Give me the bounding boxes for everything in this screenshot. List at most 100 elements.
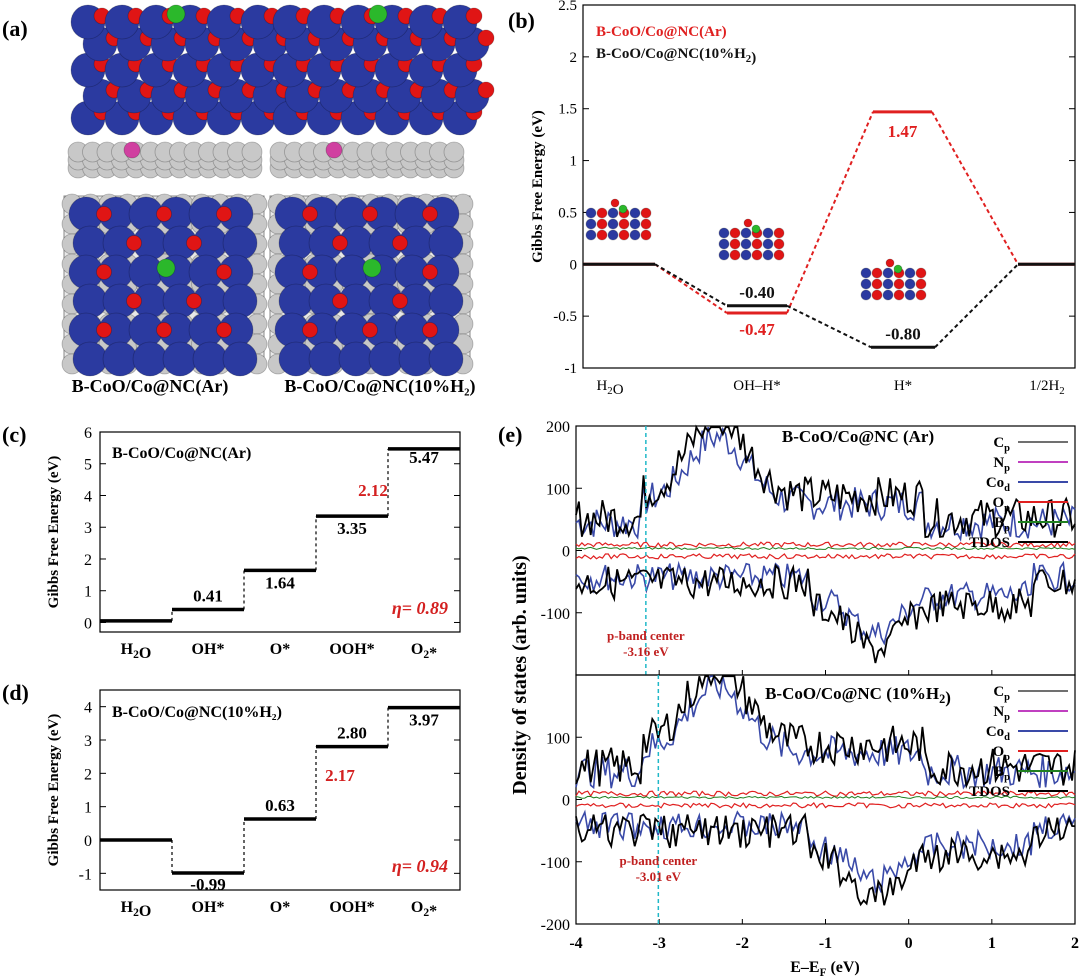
energy-value-label: 3.35	[337, 519, 367, 538]
oxygen-atom	[871, 267, 883, 279]
x-tick-label: -2	[736, 935, 749, 952]
dos-curve	[575, 541, 1076, 549]
y-axis-label: Gibbs Free Energy (eV)	[530, 110, 546, 263]
x-axis-label: E–EF (eV)	[790, 959, 860, 978]
cobalt-atom	[428, 283, 464, 319]
carbon-atom	[443, 141, 465, 163]
cobalt-atom	[398, 341, 434, 377]
legend-label: Np	[993, 455, 1010, 474]
x-tick-label: O*	[270, 641, 290, 658]
oxygen-atom	[302, 264, 318, 280]
cobalt-atom	[740, 238, 752, 250]
cobalt-atom	[102, 341, 138, 377]
oxygen-atom	[422, 206, 438, 222]
oxygen-atom	[126, 293, 142, 309]
y-tick-label: -1	[79, 866, 92, 883]
x-tick-label: 1	[988, 935, 996, 952]
legend-label: Op	[992, 744, 1010, 763]
legend-entry: B-CoO/Co@NC(Ar)	[596, 24, 727, 40]
dos-curve	[575, 546, 1076, 551]
cobalt-atom	[338, 341, 374, 377]
overpotential-label: η= 0.89	[392, 598, 448, 618]
oxygen-atom	[596, 218, 608, 230]
cobalt-atom	[72, 341, 108, 377]
connector	[934, 263, 1019, 348]
nitrogen-atom	[325, 141, 343, 159]
cobalt-atom	[72, 283, 108, 319]
y-tick-label: 200	[546, 419, 570, 436]
p-band-center-label: p-band center	[620, 853, 698, 868]
cobalt-atom	[860, 278, 872, 290]
cobalt-atom	[762, 238, 774, 250]
oxygen-atom	[915, 278, 927, 290]
oxygen-atom	[465, 7, 483, 25]
oxygen-atom	[477, 29, 495, 47]
panel-d-inner-title: B-CoO/Co@NC(10%H₂)	[112, 704, 282, 721]
nitrogen-atom	[123, 141, 141, 159]
panel-e-label: (e)	[498, 422, 522, 447]
panel-a: (a) B-CoO/Co@NC(Ar) B-CoO/Co@NC(10%H₂)	[2, 4, 495, 397]
oxygen-atom	[96, 264, 112, 280]
boron-atom	[368, 4, 388, 24]
cobalt-atom	[904, 278, 916, 290]
oxygen-atom	[773, 227, 785, 239]
cobalt-atom	[762, 227, 774, 239]
cobalt-atom	[740, 249, 752, 261]
y-tick-label: 100	[546, 730, 570, 747]
y-tick-label: 5	[84, 457, 92, 474]
dos-curve	[575, 795, 1076, 800]
oxygen-atom	[893, 278, 905, 290]
cobalt-atom	[278, 283, 314, 319]
cobalt-atom	[718, 249, 730, 261]
x-tick-label: H2O	[596, 378, 623, 398]
oxygen-atom	[773, 238, 785, 250]
p-band-center-value: -3.01 eV	[636, 869, 682, 884]
panel-d-label: (d)	[2, 680, 29, 705]
cobalt-atom	[904, 267, 916, 279]
connector	[931, 111, 1019, 265]
oxygen-atom	[915, 289, 927, 301]
oxygen-atom	[422, 264, 438, 280]
legend-label: Op	[992, 495, 1010, 514]
cobalt-atom	[585, 229, 597, 241]
cobalt-atom	[629, 207, 641, 219]
oxygen-atom	[885, 258, 895, 268]
adsorbate-structure-inset	[718, 218, 785, 261]
x-tick-label: H2O	[121, 641, 152, 662]
cobalt-atom	[882, 267, 894, 279]
y-axis-label: Gibbs Free Energy (eV)	[46, 714, 62, 867]
connector	[654, 263, 728, 307]
cobalt-atom	[222, 225, 258, 261]
energy-value-label: -0.47	[739, 320, 775, 339]
panel-d: (d) B-CoO/Co@NC(10%H₂) -1 0 1 2 3 4 Gibbs Free…	[2, 680, 461, 920]
panel-b-label: (b)	[508, 8, 535, 33]
cobalt-atom	[192, 341, 228, 377]
cobalt-atom	[72, 225, 108, 261]
x-tick-label: 0	[905, 935, 913, 952]
plot-frame	[99, 689, 461, 891]
oxygen-atom	[186, 293, 202, 309]
oxygen-atom	[596, 207, 608, 219]
y-tick-label: -100	[541, 606, 570, 623]
x-tick-label: H*	[894, 378, 912, 394]
structure-top-view-h2	[267, 193, 474, 377]
y-tick-label: 4	[84, 700, 92, 717]
adsorbate-structure-inset	[585, 198, 652, 241]
cobalt-atom	[718, 238, 730, 250]
legend-label: Cp	[993, 684, 1010, 703]
oxygen-atom	[216, 206, 232, 222]
boron-atom	[618, 204, 628, 214]
y-tick-label: 1	[84, 584, 92, 601]
dos-curve	[575, 560, 1076, 646]
y-tick-label: 1.5	[558, 102, 577, 118]
panel-c: (c) B-CoO/Co@NC(Ar) 0 1 2 3 4 5 6 Gibbs Free En…	[2, 422, 461, 662]
cobalt-atom	[368, 341, 404, 377]
plot-frame	[99, 431, 461, 633]
panel-a-label: (a)	[2, 16, 28, 41]
cobalt-atom	[162, 341, 198, 377]
oxygen-atom	[729, 227, 741, 239]
cobalt-atom	[222, 341, 258, 377]
x-tick-label: O2*	[411, 641, 437, 662]
cobalt-atom	[860, 267, 872, 279]
